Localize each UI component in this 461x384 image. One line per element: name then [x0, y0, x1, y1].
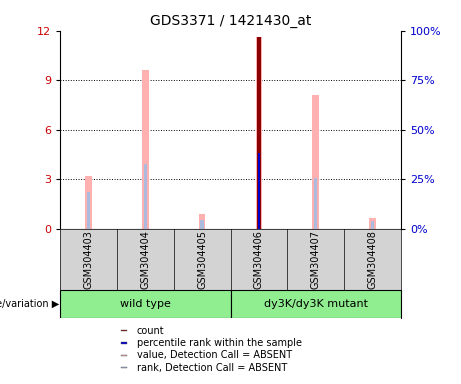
Text: value, Detection Call = ABSENT: value, Detection Call = ABSENT [136, 351, 292, 361]
Bar [121, 343, 127, 344]
Text: GSM304404: GSM304404 [140, 230, 150, 289]
Text: GSM304405: GSM304405 [197, 230, 207, 289]
Text: GSM304406: GSM304406 [254, 230, 264, 289]
Text: wild type: wild type [120, 300, 171, 310]
Bar [371, 221, 374, 228]
Bar [87, 192, 90, 228]
Bar [255, 37, 262, 228]
Bar [142, 70, 148, 228]
Text: genotype/variation ▶: genotype/variation ▶ [0, 300, 59, 310]
Bar [230, 290, 401, 318]
Text: rank, Detection Call = ABSENT: rank, Detection Call = ABSENT [136, 363, 287, 373]
Bar [257, 37, 261, 228]
Bar [258, 153, 260, 228]
Bar [201, 220, 204, 228]
Text: GSM304408: GSM304408 [367, 230, 378, 289]
Text: GSM304403: GSM304403 [83, 230, 94, 289]
Bar [85, 176, 92, 228]
Bar [313, 95, 319, 228]
Text: dy3K/dy3K mutant: dy3K/dy3K mutant [264, 300, 368, 310]
Bar [121, 367, 127, 369]
Bar [60, 290, 230, 318]
Bar [257, 153, 260, 228]
Bar [369, 218, 376, 228]
Text: GSM304407: GSM304407 [311, 230, 321, 289]
Text: count: count [136, 326, 164, 336]
Text: percentile rank within the sample: percentile rank within the sample [136, 338, 301, 348]
Bar [121, 330, 127, 331]
Bar [143, 164, 147, 228]
Title: GDS3371 / 1421430_at: GDS3371 / 1421430_at [150, 14, 311, 28]
Bar [314, 178, 318, 228]
Bar [199, 214, 206, 228]
Bar [121, 355, 127, 356]
